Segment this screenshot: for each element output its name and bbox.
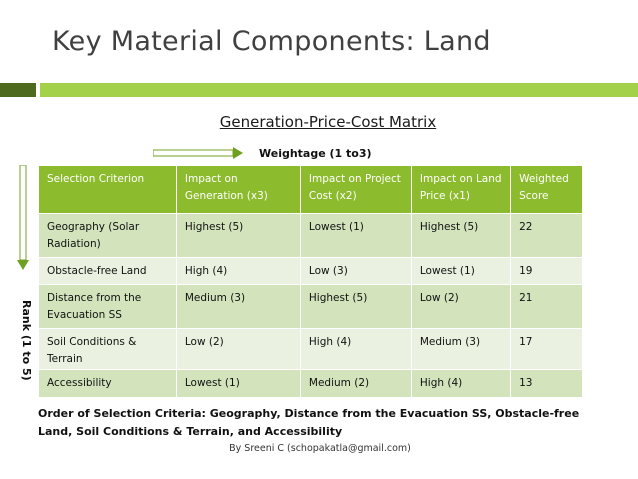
header-selection-criterion: Selection Criterion: [38, 165, 177, 214]
slide-title: Key Material Components: Land: [52, 26, 491, 57]
title-bar-light: [40, 83, 638, 97]
header-impact-generation: Impact on Generation (x3): [175, 165, 301, 214]
selection-matrix-table: Selection Criterion Impact on Generation…: [38, 165, 583, 398]
author-credit-row: By Sreeni C (schopakatla@gmail.com): [0, 443, 638, 454]
header-weighted-score: Weighted Score: [510, 165, 583, 214]
table-cell: Soil Conditions & Terrain: [38, 328, 177, 370]
title-bar-dark: [0, 83, 36, 97]
selection-order-text: Order of Selection Criteria: Geography, …: [38, 407, 580, 438]
table-cell: Geography (Solar Radiation): [38, 213, 177, 258]
table-cell: Lowest (1): [410, 257, 512, 285]
rank-label: Rank (1 to 5): [20, 300, 33, 381]
table-row: Geography (Solar Radiation) Highest (5) …: [38, 213, 583, 258]
table-cell: 21: [510, 284, 583, 329]
table-cell: 13: [510, 369, 583, 398]
table-cell: 17: [510, 328, 583, 370]
table-cell: 19: [510, 257, 583, 285]
table-cell: High (4): [410, 369, 512, 398]
table-row: Distance from the Evacuation SS Medium (…: [38, 284, 583, 329]
table-cell: Highest (5): [175, 213, 301, 258]
table-cell: Lowest (1): [175, 369, 301, 398]
table-row: Obstacle-free Land High (4) Low (3) Lowe…: [38, 257, 583, 285]
author-credit: By Sreeni C (schopakatla@gmail.com): [229, 443, 411, 454]
table-header-row: Selection Criterion Impact on Generation…: [38, 165, 583, 214]
table-cell: Medium (3): [175, 284, 301, 329]
table-cell: Highest (5): [299, 284, 412, 329]
header-impact-project-cost: Impact on Project Cost (x2): [299, 165, 412, 214]
table-cell: Distance from the Evacuation SS: [38, 284, 177, 329]
rank-arrow-icon: [17, 165, 29, 270]
table-cell: Low (2): [175, 328, 301, 370]
table-cell: Obstacle-free Land: [38, 257, 177, 285]
table-cell: Low (2): [410, 284, 512, 329]
matrix-subtitle: Generation-Price-Cost Matrix: [219, 113, 437, 131]
table-row: Accessibility Lowest (1) Medium (2) High…: [38, 369, 583, 398]
table-cell: Medium (3): [410, 328, 512, 370]
table-cell: Medium (2): [299, 369, 412, 398]
header-impact-land-price: Impact on Land Price (x1): [410, 165, 512, 214]
table-cell: Accessibility: [38, 369, 177, 398]
table-cell: 22: [510, 213, 583, 258]
matrix-subtitle-row: Generation-Price-Cost Matrix: [0, 113, 638, 131]
weightage-label: Weightage (1 to3): [259, 147, 372, 160]
table-cell: Highest (5): [410, 213, 512, 258]
weightage-arrow-icon: [153, 147, 243, 159]
table-cell: High (4): [299, 328, 412, 370]
table-cell: Low (3): [299, 257, 412, 285]
table-cell: High (4): [175, 257, 301, 285]
table-row: Soil Conditions & Terrain Low (2) High (…: [38, 328, 583, 370]
table-cell: Lowest (1): [299, 213, 412, 258]
